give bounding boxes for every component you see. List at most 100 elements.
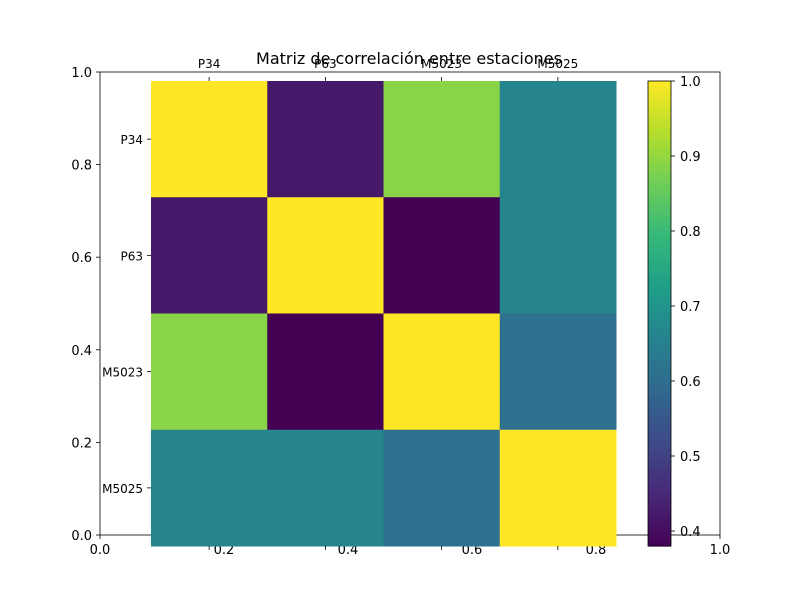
heatmap-cell [499,197,617,314]
colorbar-tick-label: 0.7 [680,300,701,315]
heatmap-cell [151,197,268,314]
colorbar-frame [647,80,672,547]
colorbar-segment [648,527,671,533]
colorbar-segment [648,476,671,482]
colorbar-segment [648,327,671,333]
colorbar-segment [648,420,671,426]
colorbar-segment [648,480,671,487]
colorbar-segment [648,192,671,198]
colorbar-segment [648,466,671,473]
colorbar-segment [648,248,671,254]
colorbar-segment [648,81,671,87]
colorbar-segment [648,90,671,96]
colorbar-tick-label: 1.0 [680,75,701,90]
colorbar-segment [648,457,671,463]
bg-y-tick-label: 0.0 [71,529,92,544]
colorbar-segment [648,164,671,170]
colorbar-segment [648,243,671,249]
col-label: M5023 [421,57,462,71]
colorbar-segment [648,378,671,384]
chart-title: Matriz de correlación entre estaciones [256,49,562,68]
heatmap-cells [151,81,617,547]
colorbar-segment [648,294,671,301]
bg-y-tick-label: 1.0 [71,66,92,81]
colorbar-segment [648,150,671,156]
colorbar-segment [648,392,671,398]
colorbar-segment [648,536,671,542]
colorbar-segment [648,308,671,315]
col-label: P34 [198,57,221,71]
heatmap-cell [499,313,617,431]
heatmap-cell [267,429,384,547]
colorbar-segment [648,411,671,417]
heatmap-cell [383,81,501,198]
colorbar-segment [648,346,671,352]
colorbar-segment [648,234,671,240]
colorbar-segment [648,425,671,431]
colorbar-segment [648,369,671,375]
colorbar-segment [648,136,671,143]
heatmap-cell [383,313,501,431]
heatmap-cell [499,429,617,547]
colorbar-segment [648,304,671,310]
colorbar-segment [648,85,671,91]
colorbar-segment [648,485,671,491]
colorbar-segment [648,494,671,501]
colorbar-segment [648,169,671,175]
colorbar-segment [648,360,671,366]
colorbar-segment [648,206,671,212]
bg-y-tick-label: 0.4 [71,344,92,359]
bg-y-tick-label: 0.2 [71,436,92,451]
colorbar-segment [648,276,671,282]
colorbar-segment [648,220,671,226]
colorbar-segment [648,499,671,505]
bg-y-tick-label: 0.6 [71,251,92,266]
colorbar-segment [648,415,671,422]
bg-x-tick-label: 0.6 [462,543,483,558]
colorbar-tick-label: 0.9 [680,150,701,165]
colorbar-segment [648,215,671,222]
heatmap-cell [267,197,384,314]
colorbar-tick-label: 0.5 [680,450,701,465]
colorbar-segment [648,448,671,454]
colorbar-tick-label: 0.4 [680,525,701,540]
colorbar-segment [648,201,671,208]
colorbar-segment [648,383,671,389]
colorbar-segment [648,341,671,347]
colorbar-segment [648,504,671,510]
col-label: P63 [314,57,337,71]
colorbar-segment [648,443,671,449]
bg-x-tick-label: 1.0 [710,543,731,558]
colorbar-segment [648,108,671,115]
colorbar-segment [648,262,671,268]
colorbar-segment [648,160,671,166]
colorbar-segment [648,318,671,324]
colorbar-segment [648,439,671,445]
bg-x-tick-label: 0.8 [586,543,607,558]
colorbar-segment [648,127,671,133]
colorbar-segment [648,211,671,217]
colorbar-segment [648,513,671,519]
colorbar-segment [648,197,671,203]
colorbar-segment [648,401,671,408]
colorbar-segment [648,141,671,147]
colorbar-segment [648,336,671,342]
heatmap-cell [499,81,617,198]
colorbar-segment [648,187,671,194]
bg-x-tick-label: 0.4 [338,543,359,558]
colorbar-segment [648,257,671,263]
colorbar: 0.4 0.5 0.6 0.7 0.8 0.9 1.0 [647,75,701,547]
bg-x-tick-label: 0.2 [214,543,235,558]
colorbar-segment [648,322,671,329]
colorbar-segment [648,113,671,119]
colorbar-segment [648,332,671,338]
colorbar-segment [648,434,671,440]
heatmap-cell [267,313,384,431]
colorbar-segment [648,355,671,361]
colorbar-segment [648,122,671,129]
row-label: M5025 [102,482,143,496]
colorbar-segment [648,532,671,538]
heatmap-cell [383,197,501,314]
colorbar-segment [648,280,671,287]
colorbar-segment [648,453,671,459]
